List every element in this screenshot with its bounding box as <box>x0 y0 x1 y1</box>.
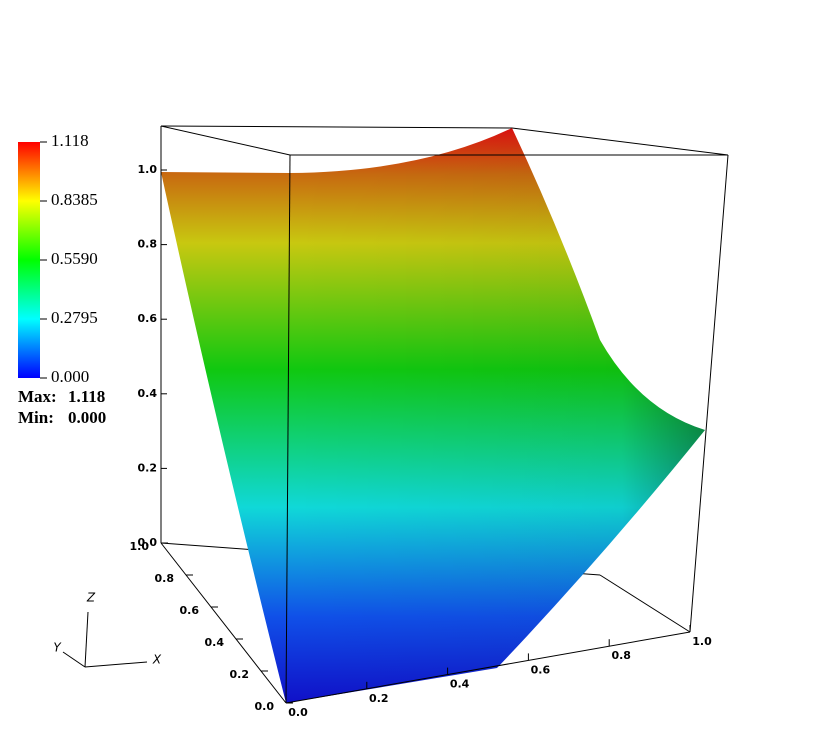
triad-label: Y <box>53 641 62 655</box>
z-tick-label: 0.8 <box>138 238 158 251</box>
box-edge <box>160 125 513 129</box>
max-label: Max: <box>18 387 57 406</box>
y-tick-label: 0.8 <box>155 572 175 585</box>
colorbar-tick-label: 0.8385 <box>51 190 98 209</box>
box-edge <box>599 574 691 633</box>
x-tick-label: 1.0 <box>692 635 712 648</box>
colorbar-tick-label: 0.5590 <box>51 249 98 268</box>
triad-label: Z <box>86 591 96 605</box>
y-tick-label: 0.4 <box>205 636 225 649</box>
x-tick-label: 0.6 <box>531 663 551 676</box>
z-tick-label: 1.0 <box>138 163 158 176</box>
z-tick-label: 0.0 <box>138 536 158 549</box>
box-edge <box>160 125 291 156</box>
min-value: 0.000 <box>68 408 106 427</box>
y-tick-label: 0.0 <box>255 700 275 713</box>
triad-label: X <box>152 653 162 667</box>
y-tick-label: 0.6 <box>180 604 200 617</box>
triad-y <box>62 651 86 668</box>
max-value: 1.118 <box>68 387 105 406</box>
x-axis-line <box>285 631 691 704</box>
x-tick-label: 0.0 <box>288 706 308 719</box>
colorbar-tick-label: 1.118 <box>51 131 89 150</box>
box-edge <box>689 154 729 633</box>
box-edge <box>285 154 291 704</box>
surface-shading <box>161 128 705 703</box>
colorbar-tick-label: 0.2795 <box>51 308 98 327</box>
y-tick-label: 0.2 <box>230 668 250 681</box>
min-label: Min: <box>18 408 54 427</box>
y-axis-line <box>160 542 287 704</box>
z-tick-label: 0.2 <box>138 461 158 474</box>
colorbar <box>18 142 40 378</box>
box-edge <box>511 127 729 156</box>
colorbar-tick-label: 0.000 <box>51 367 89 386</box>
triad <box>62 611 148 668</box>
triad-z <box>84 611 89 668</box>
x-tick-label: 0.4 <box>450 678 470 691</box>
x-tick-label: 0.2 <box>369 692 389 705</box>
triad-x <box>84 661 148 668</box>
z-tick-label: 0.4 <box>138 387 158 400</box>
y-tick-label: 1.0 <box>130 540 150 553</box>
z-tick-label: 0.6 <box>138 312 158 325</box>
x-tick-label: 0.8 <box>611 649 631 662</box>
box-front <box>160 126 729 704</box>
